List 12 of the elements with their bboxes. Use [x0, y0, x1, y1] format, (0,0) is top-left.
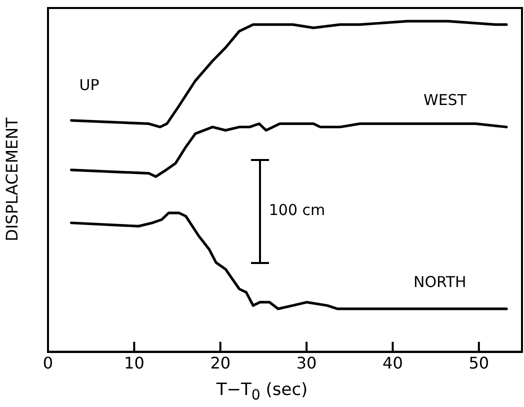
x-axis-title: T−T$_{0}$ (sec) [215, 380, 309, 404]
y-axis-title: DISPLACEMENT [2, 116, 22, 244]
series-label: UP [79, 76, 100, 94]
x-tick-label: 50 [468, 354, 490, 373]
x-tick-label: 30 [296, 354, 317, 373]
x-tick-label: 10 [124, 354, 144, 373]
annotation: 100 cm [268, 201, 326, 219]
series-label: NORTH [413, 272, 466, 291]
series-label: WEST [423, 91, 466, 109]
x-tick-label: 40 [382, 354, 403, 373]
x-tick-label: 0 [42, 354, 54, 373]
x-tick-label: 20 [210, 354, 231, 373]
